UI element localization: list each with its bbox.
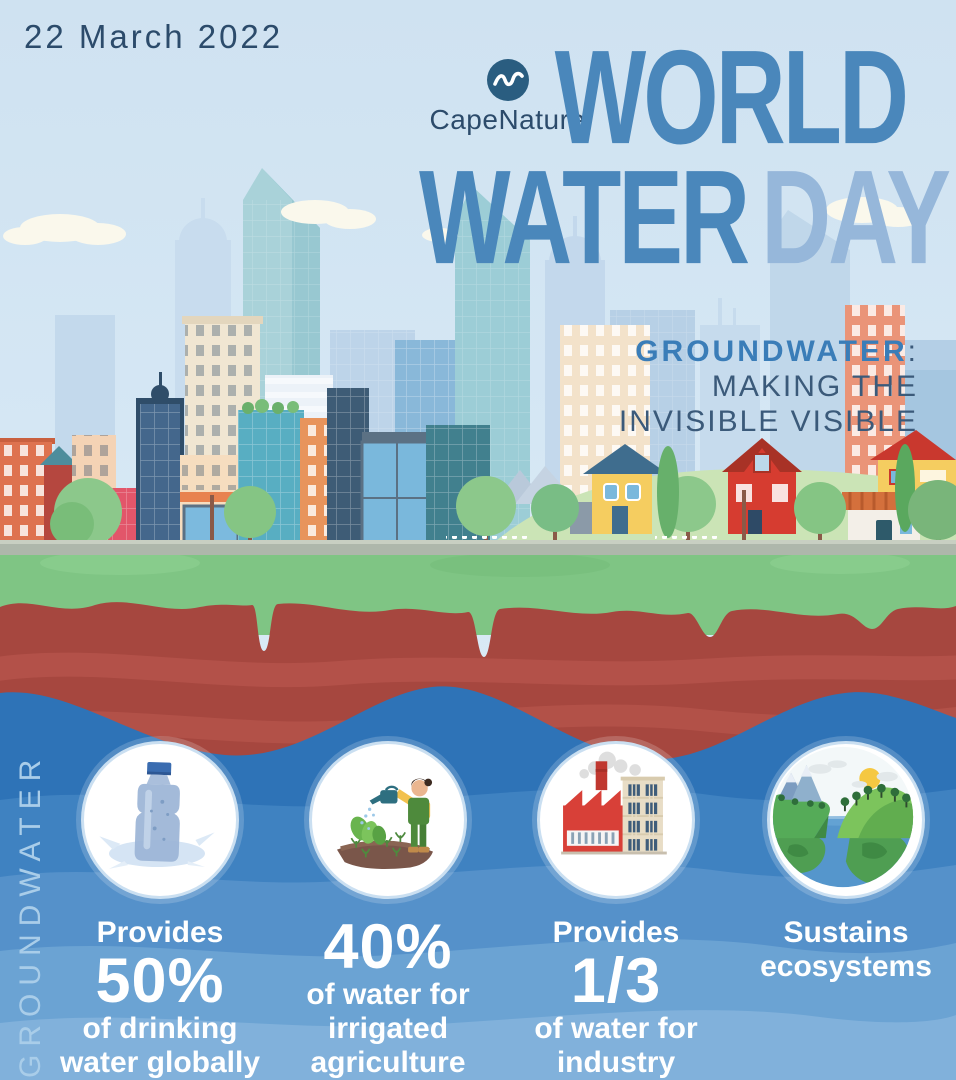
stat-line: of water for	[306, 978, 470, 1011]
date-label: 22 March 2022	[24, 18, 284, 55]
stat-drinking-water: Provides 50% of drinking water globally	[45, 741, 275, 1080]
stat-line: Sustains	[783, 916, 909, 949]
subtitle: GROUNDWATER: MAKING THE INVISIBLE VISIBL…	[619, 334, 918, 439]
subtitle-emphasis: GROUNDWATER	[635, 335, 908, 368]
irrigation-icon	[336, 778, 434, 870]
stat-value: 50%	[95, 946, 225, 1016]
stat-value: 40%	[323, 912, 453, 982]
stat-line: Provides	[96, 916, 224, 949]
stat-ecosystems: Sustains ecosystems	[731, 741, 956, 984]
stat-bubble	[309, 741, 467, 899]
stat-value: 1/3	[570, 946, 662, 1016]
stat-line: agriculture	[310, 1046, 466, 1079]
water-band	[0, 1010, 956, 1080]
stat-line: of drinking	[82, 1012, 238, 1045]
city-skyline-illustration	[0, 168, 956, 565]
title-world: WORLD	[554, 21, 909, 173]
soil-stripe	[0, 652, 956, 688]
capenature-wave-icon	[486, 59, 529, 101]
stat-line: Provides	[552, 916, 680, 949]
water-bottle-icon	[99, 761, 215, 869]
stat-line: industry	[556, 1046, 676, 1079]
underground-layers-illustration	[0, 555, 956, 1080]
capenature-logo: CapeNature	[420, 58, 595, 136]
title-day: DAY	[761, 141, 951, 293]
ecosystem-icon	[772, 746, 914, 888]
subtitle-line-1: GROUNDWATER:	[619, 334, 918, 369]
stat-line: water globally	[59, 1046, 261, 1079]
stat-line: of water for	[534, 1012, 698, 1045]
stat-line: irrigated	[327, 1012, 449, 1045]
clouds	[3, 197, 924, 245]
stat-agriculture: 40% of water for irrigated agriculture	[273, 741, 503, 1080]
stat-bubble	[767, 741, 925, 899]
stat-bubble	[537, 741, 695, 899]
capenature-logo-text: CapeNature	[429, 104, 586, 135]
subtitle-line-2: MAKING THE	[711, 370, 918, 403]
subtitle-colon: :	[907, 335, 918, 368]
title-water: WATER	[419, 141, 750, 293]
stat-line: ecosystems	[760, 950, 932, 983]
stat-industry: Provides 1/3 of water for industry	[501, 741, 731, 1080]
stat-bubble	[81, 741, 239, 899]
title-water-day: WATER DAY	[419, 150, 951, 284]
subtitle-line-3: INVISIBLE VISIBLE	[618, 405, 918, 438]
farmer-figure	[360, 778, 433, 853]
stats-row: Provides 50% of drinking water globally	[0, 741, 956, 1080]
factory-icon	[561, 751, 667, 855]
